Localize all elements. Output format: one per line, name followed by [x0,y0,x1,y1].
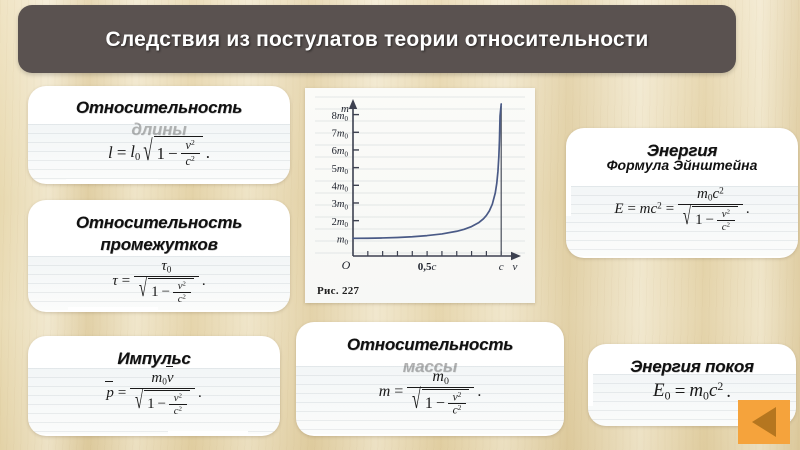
svg-text:m0: m0 [337,235,349,247]
callout-tail [326,322,412,327]
svg-text:6m0: 6m0 [332,146,349,158]
formula-length: l = l0 √ 1− v2 c2 . [107,133,211,168]
scan-page-texture [305,88,535,303]
callout-subheading: Формула Эйнштейна [606,157,758,173]
callout-relativity-of-time[interactable]: Относительность промежутков τ = τ0 √ 1− v… [28,200,290,312]
triangle-left-icon [752,407,776,437]
scan-underlay [28,256,290,310]
svg-text:c: c [499,261,504,273]
svg-text:0,5c: 0,5c [418,261,437,273]
svg-text:O: O [342,258,351,272]
callout-heading: Относительность [75,98,243,117]
back-button[interactable] [738,400,790,444]
callout-heading-line2: промежутков [100,235,218,254]
formula-time: τ = τ0 √ 1− v2 c2 . [112,258,206,305]
slide-title-bar: Следствия из постулатов теории относител… [18,5,736,73]
scan-underlay [28,368,280,434]
callout-momentum[interactable]: Импульс p = m0v √ 1− v2 c2 . [28,336,280,436]
svg-text:8m0: 8m0 [332,111,349,123]
svg-text:3m0: 3m0 [332,199,349,211]
callout-tail [588,362,593,406]
callout-tail [66,179,158,184]
callout-heading-line2: массы [402,357,458,376]
formula-energy: E = mc2 = m0c2 √ 1− v2 c2 . [614,186,750,233]
callout-heading-line2: длины [131,120,187,139]
callout-rest-energy[interactable]: Энергия покоя E0 = m0c2. [588,344,796,426]
svg-text:2m0: 2m0 [332,217,349,229]
formula-rest-energy: E0 = m0c2. [652,380,732,403]
svg-text:m: m [341,103,349,115]
svg-text:v: v [513,261,518,273]
svg-text:7m0: 7m0 [332,128,349,140]
callout-tail [68,307,158,312]
callout-relativity-of-mass[interactable]: Относительность массы m = m0 √ 1− v2 c2 . [296,322,564,436]
formula-momentum: p = m0v √ 1− v2 c2 . [105,370,202,417]
callout-energy[interactable]: Энергия Формула Эйнштейна E = mc2 = m0c2 √ … [566,128,798,258]
callout-heading: Импульс [117,349,191,368]
svg-text:4m0: 4m0 [332,182,349,194]
svg-text:5m0: 5m0 [332,164,349,176]
callout-relativity-of-length[interactable]: Относительность длины l = l0 √ 1− v2 c2 . [28,86,290,184]
callout-heading: Энергия покоя [630,357,754,376]
scan-underlay [296,366,564,434]
callout-tail [168,431,248,436]
callout-tail [566,154,571,216]
page-title: Следствия из постулатов теории относител… [105,27,649,51]
figure-mass-vs-velocity: m0 2m0 3m0 4m0 5m0 6m0 7m0 8m0 m O 0,5c c v Рис. 227 [305,88,535,303]
callout-heading: Относительность [75,213,243,232]
scan-underlay [566,186,798,256]
scan-underlay [28,124,290,180]
figure-caption: Рис. 227 [317,285,360,297]
callout-heading: Энергия [646,141,718,160]
callout-heading: Относительность [346,335,514,354]
formula-mass: m = m0 √ 1− v2 c2 . [378,368,482,417]
